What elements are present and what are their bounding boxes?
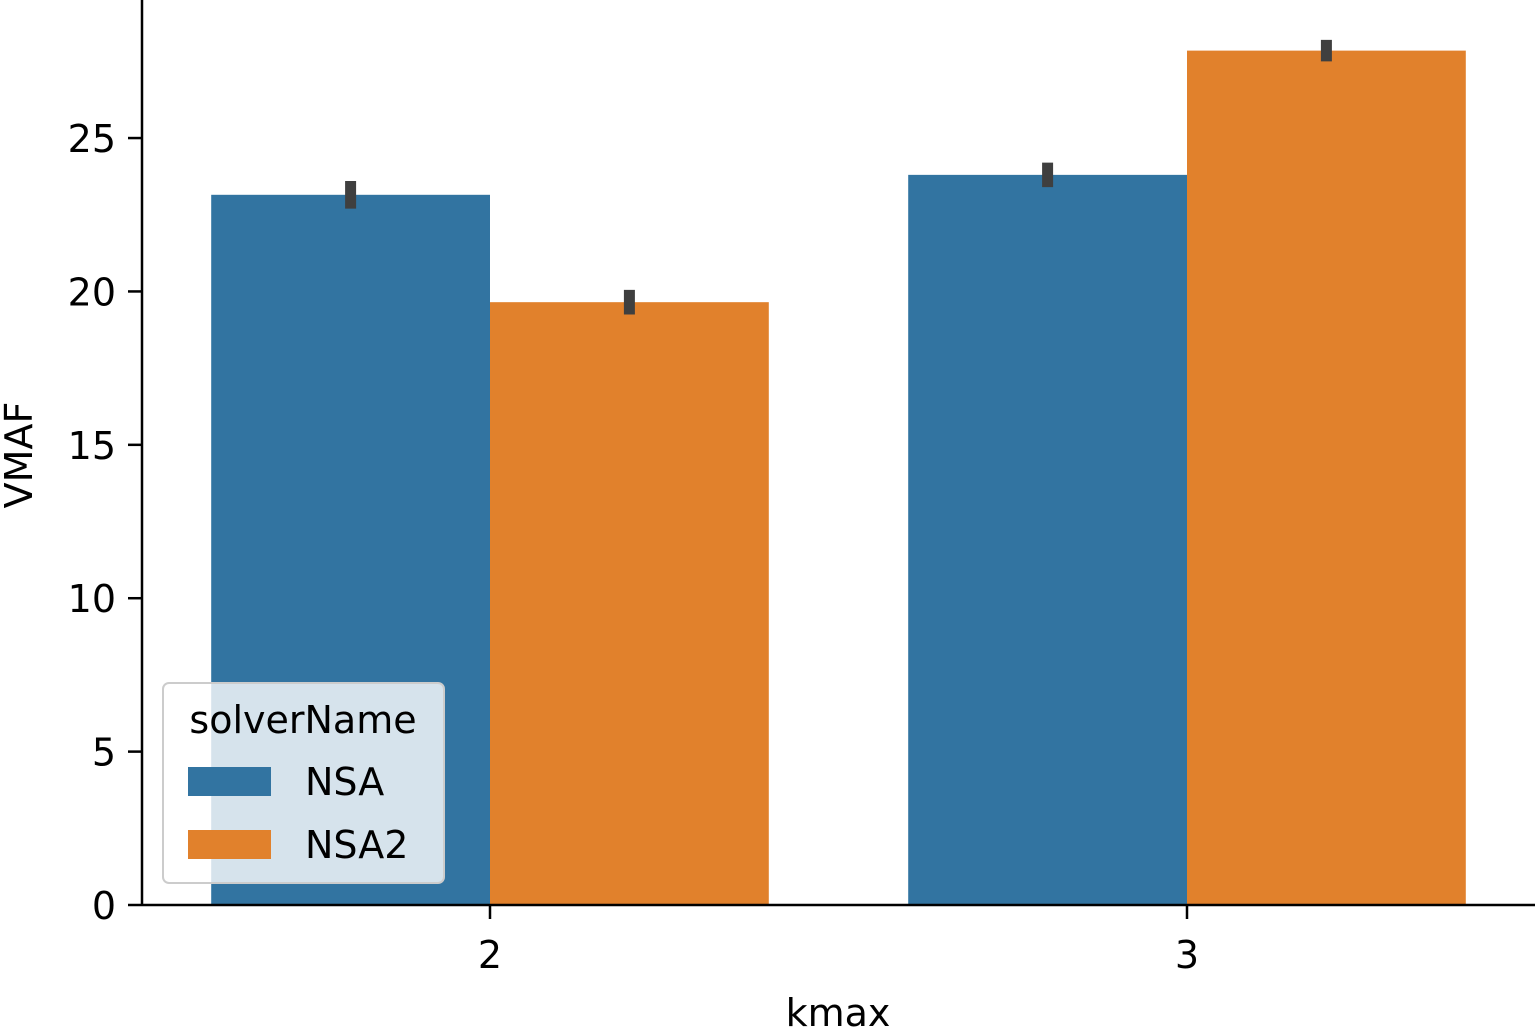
y-tick-label: 5	[92, 731, 116, 775]
y-axis-label: VMAF	[0, 402, 41, 509]
legend-swatch-nsa2	[188, 830, 271, 859]
axes	[140, 0, 1535, 907]
legend-label-nsa2: NSA2	[305, 823, 408, 867]
y-ticks: 0 5 10 15 20 25	[68, 117, 142, 928]
y-tick-label: 10	[68, 577, 116, 621]
bar-nsa2-kmax-3	[1187, 50, 1466, 905]
bars-group	[211, 50, 1466, 906]
legend: solverName NSA NSA2	[162, 682, 445, 884]
y-tick-label: 20	[68, 270, 116, 314]
y-tick-label: 15	[68, 424, 116, 468]
y-tick-label: 0	[92, 884, 116, 928]
legend-label-nsa: NSA	[305, 760, 384, 804]
bar-nsa2-kmax-2	[490, 302, 769, 905]
x-tick-label: 3	[1175, 933, 1199, 977]
legend-title: solverName	[189, 698, 416, 742]
y-tick-label: 25	[68, 117, 116, 161]
x-axis-label: kmax	[786, 991, 891, 1035]
legend-swatch-nsa	[188, 767, 271, 796]
error-bars-group	[345, 39, 1332, 315]
bar-nsa-kmax-3	[908, 174, 1187, 906]
x-tick-label: 2	[478, 933, 502, 977]
